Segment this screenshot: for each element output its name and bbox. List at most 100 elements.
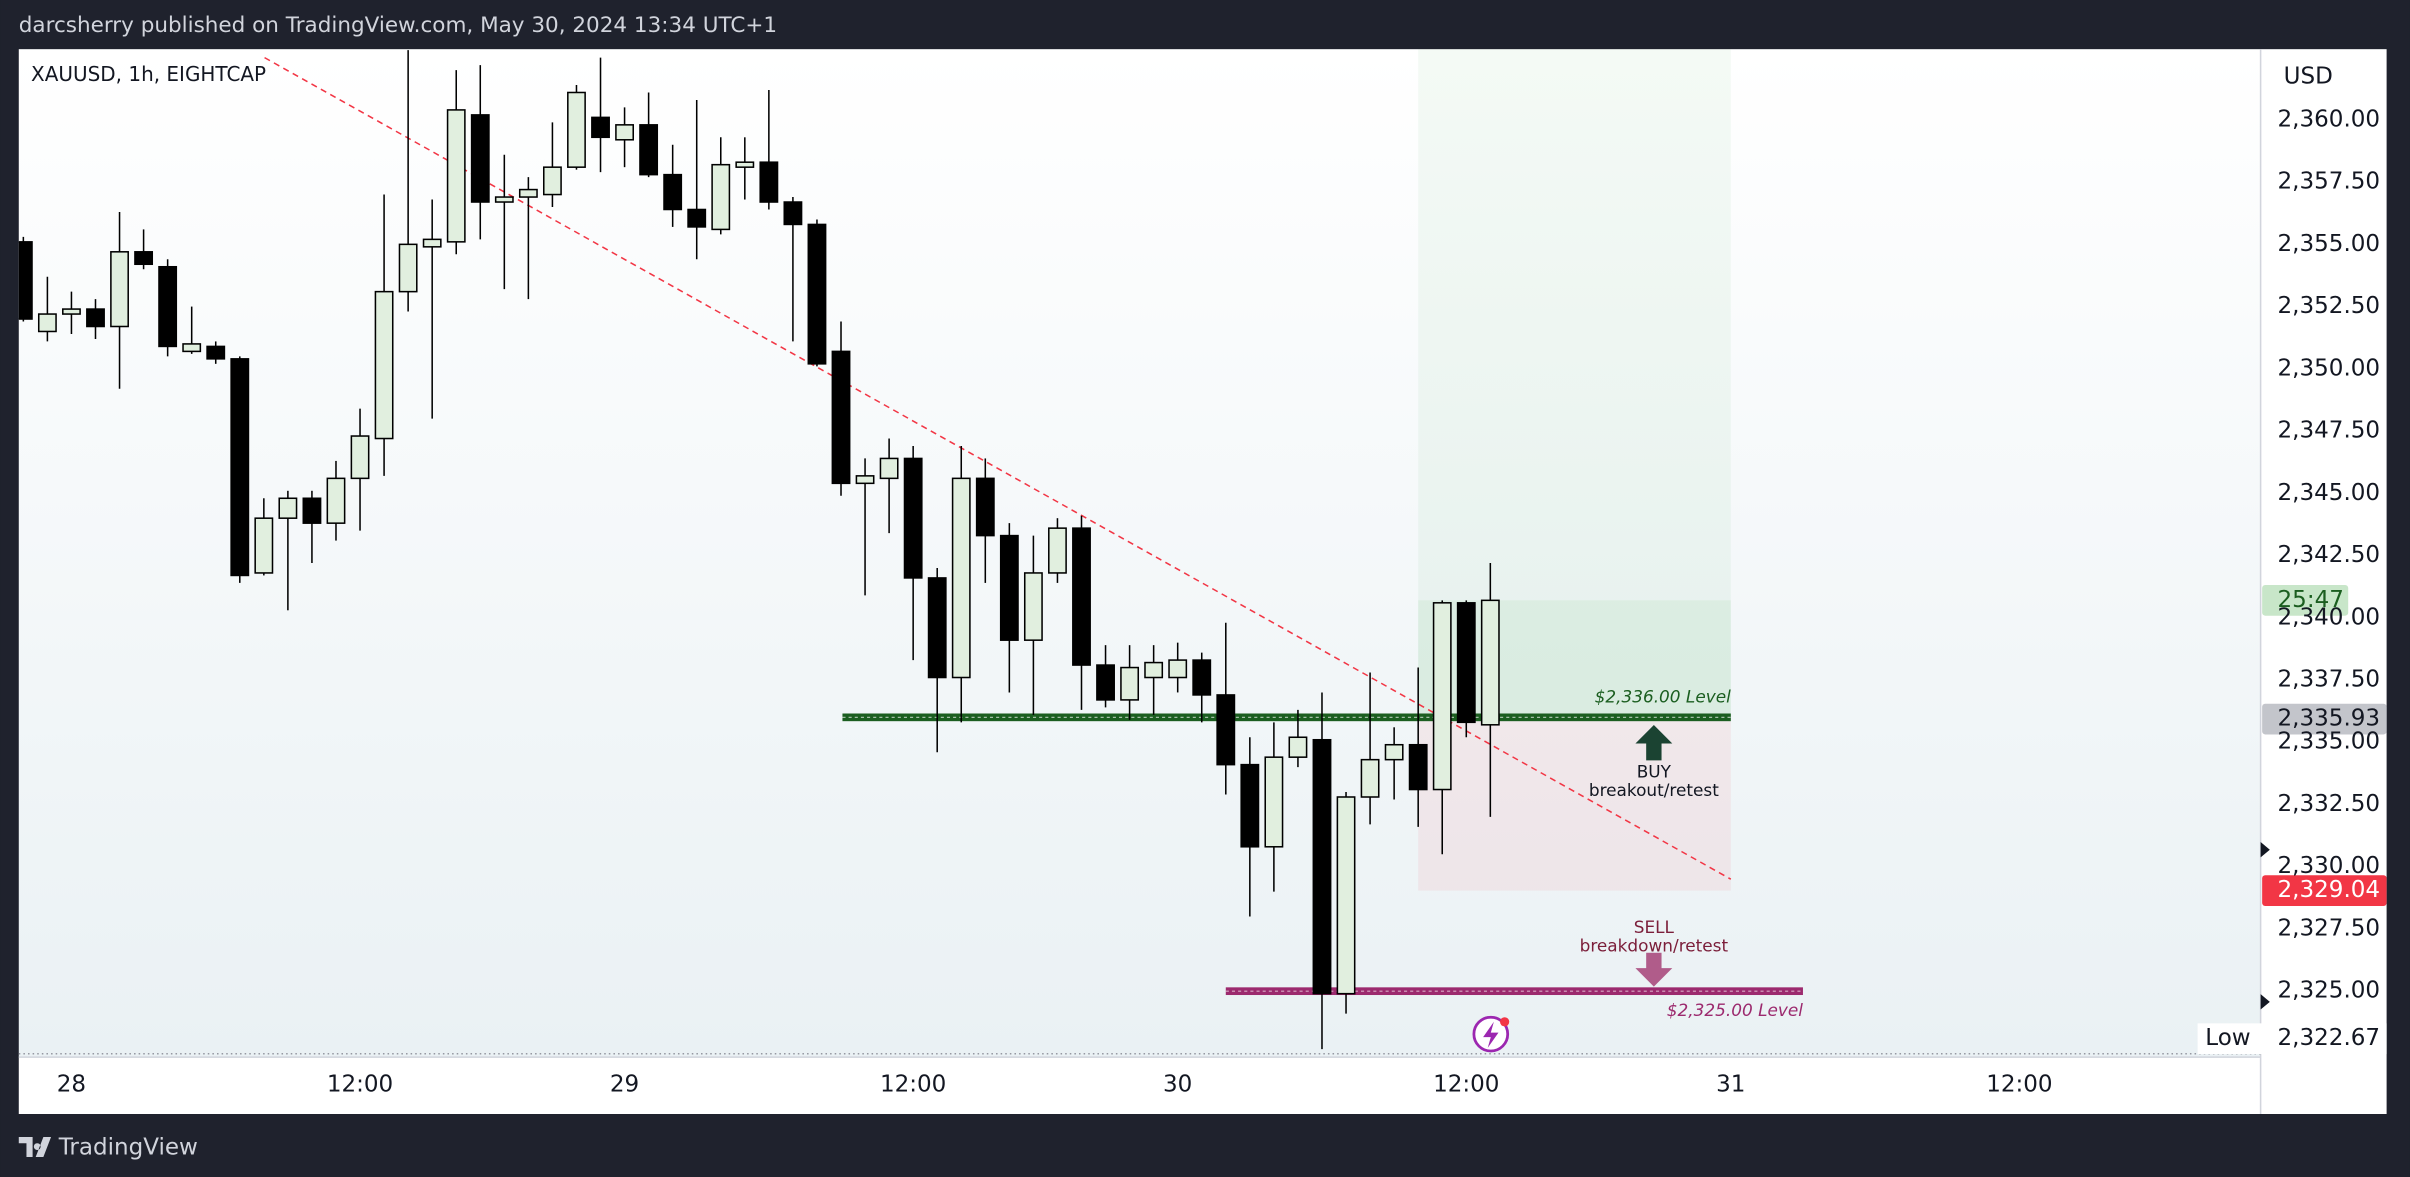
candle-body bbox=[927, 577, 947, 679]
last-price-box bbox=[2262, 703, 2387, 735]
y-tick-label: 2,337.50 bbox=[2278, 666, 2381, 692]
x-tick-label: 12:00 bbox=[1986, 1071, 2052, 1097]
candle-body bbox=[999, 534, 1019, 641]
candle-body bbox=[951, 477, 971, 679]
candle-body bbox=[735, 161, 755, 168]
y-tick-label: 2,347.50 bbox=[2278, 418, 2381, 444]
candle-body bbox=[975, 477, 995, 537]
buy-note: BUY bbox=[1637, 762, 1672, 782]
candle-body bbox=[422, 238, 442, 248]
candle-body bbox=[1456, 602, 1476, 724]
candle-body bbox=[1432, 602, 1452, 791]
candle-body bbox=[687, 208, 707, 228]
candle-body bbox=[615, 124, 634, 141]
candle-body bbox=[1312, 738, 1332, 995]
sell-note: breakdown/retest bbox=[1580, 936, 1729, 956]
countdown: 25:47 bbox=[2278, 587, 2344, 613]
plot-area bbox=[18, 49, 2261, 1058]
candle-body bbox=[470, 114, 490, 203]
candle-body bbox=[855, 475, 875, 485]
level-label: $2,336.00 Level bbox=[1595, 686, 1732, 706]
y-tick-label: 2,355.00 bbox=[2278, 231, 2381, 257]
candle-body bbox=[158, 265, 178, 348]
candle-body bbox=[62, 308, 81, 315]
candle-body bbox=[206, 345, 226, 360]
candle-body bbox=[879, 457, 899, 480]
candle-body bbox=[254, 517, 274, 574]
level-line bbox=[1225, 987, 1803, 996]
candle-body bbox=[903, 457, 923, 579]
x-tick-label: 12:00 bbox=[327, 1071, 393, 1097]
candle-body bbox=[134, 251, 154, 266]
candle-body bbox=[446, 109, 466, 243]
sell-note: SELL bbox=[1634, 917, 1675, 937]
last-price: 2,335.93 bbox=[2278, 706, 2381, 732]
candle-body bbox=[1168, 659, 1188, 679]
candle-body bbox=[182, 343, 202, 353]
candle-body bbox=[110, 251, 129, 328]
candle-body bbox=[302, 497, 322, 524]
candle-body bbox=[1336, 796, 1356, 995]
candle-body bbox=[350, 435, 370, 480]
footer: TradingView bbox=[58, 1134, 198, 1160]
x-tick-label: 28 bbox=[57, 1071, 86, 1097]
y-tick-label: 2,352.50 bbox=[2278, 293, 2381, 319]
low-box bbox=[2197, 1023, 2387, 1055]
candle-body bbox=[567, 91, 586, 168]
y-tick-label: 2,327.50 bbox=[2278, 915, 2381, 941]
plot: $2,336.00 Level $2,325.00 Level bbox=[18, 49, 2261, 1055]
candle-body bbox=[831, 350, 851, 485]
candle-body bbox=[711, 163, 731, 231]
level-label: $2,325.00 Level bbox=[1667, 1000, 1804, 1020]
candle-body bbox=[1240, 763, 1260, 848]
y-tick-label: 2,345.00 bbox=[2278, 480, 2381, 506]
candle-body bbox=[398, 243, 418, 293]
x-tick-label: 12:00 bbox=[880, 1071, 946, 1097]
candle-body bbox=[1408, 743, 1428, 791]
candle-body bbox=[1264, 756, 1284, 848]
candle-body bbox=[1120, 666, 1140, 701]
sell-arrow bbox=[1635, 952, 1673, 987]
time-axis bbox=[18, 1057, 2261, 1115]
x-tick-label: 29 bbox=[610, 1071, 639, 1097]
candle-body bbox=[18, 241, 33, 320]
candle-body bbox=[1096, 664, 1115, 701]
candle-body bbox=[230, 358, 250, 577]
buy-note: breakout/retest bbox=[1589, 780, 1719, 800]
candle-body bbox=[639, 124, 659, 176]
y-tick-label: 2,342.50 bbox=[2278, 542, 2381, 568]
y-tick-label: 2,350.00 bbox=[2278, 355, 2381, 381]
currency: USD bbox=[2284, 63, 2333, 89]
candle-body bbox=[86, 308, 105, 328]
candle-body bbox=[663, 173, 683, 211]
low-price: 2,322.67 bbox=[2278, 1025, 2381, 1051]
candle-body bbox=[518, 188, 538, 198]
price-axis bbox=[2260, 49, 2387, 1115]
y-tick-label: 2,332.50 bbox=[2278, 791, 2381, 817]
y-tick-label: 2,360.00 bbox=[2278, 106, 2381, 132]
candle-body bbox=[1216, 694, 1236, 766]
candle-body bbox=[1023, 572, 1043, 641]
low-text: Low bbox=[2205, 1025, 2250, 1051]
candle-body bbox=[1288, 736, 1308, 758]
trendline bbox=[264, 56, 1732, 880]
candle-body bbox=[1384, 743, 1404, 761]
lightning-icon bbox=[1472, 1015, 1510, 1053]
y-tick-label: 2,330.00 bbox=[2278, 853, 2381, 879]
candle-body bbox=[759, 161, 779, 203]
y-tick-label: 2,357.50 bbox=[2278, 169, 2381, 195]
candle-body bbox=[278, 497, 298, 519]
candle-body bbox=[591, 116, 610, 139]
candle-body bbox=[326, 477, 346, 524]
candle-body bbox=[1480, 599, 1500, 726]
countdown-box bbox=[2262, 584, 2349, 616]
y-tick-label: 2,325.00 bbox=[2278, 978, 2381, 1004]
stop-zone bbox=[1418, 717, 1731, 891]
x-tick-label: 30 bbox=[1163, 1071, 1192, 1097]
candle-body bbox=[1192, 659, 1212, 696]
candle-body bbox=[494, 196, 514, 203]
candle-body bbox=[1048, 527, 1067, 574]
y-tick-label: 2,340.00 bbox=[2278, 604, 2381, 630]
